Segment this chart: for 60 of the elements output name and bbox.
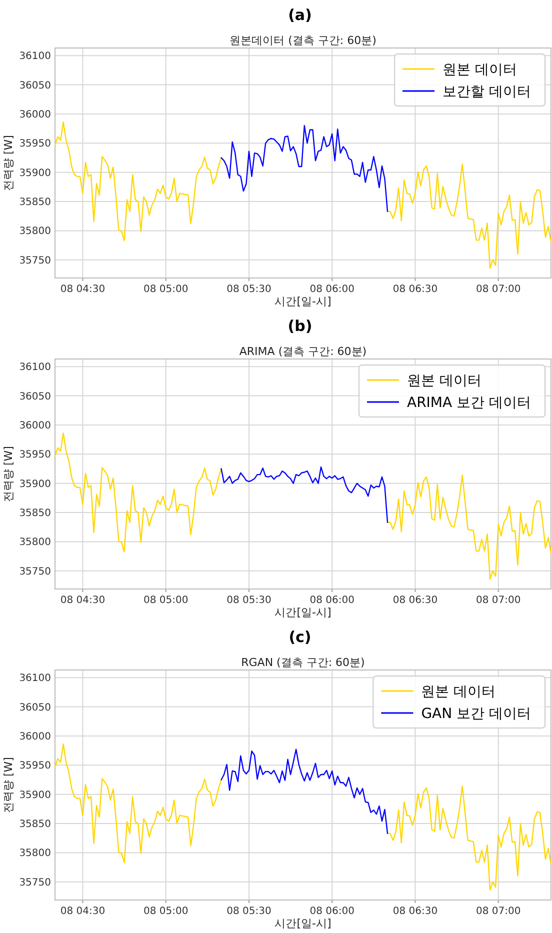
x-axis-title: 시간[일-시] — [274, 917, 332, 930]
chart-title: (a) — [288, 6, 312, 24]
x-tick-label: 08 05:30 — [226, 284, 272, 295]
y-tick-label: 35900 — [19, 790, 51, 801]
y-axis-title: 전력량 [W] — [2, 135, 15, 191]
x-tick-label: 08 05:00 — [143, 284, 188, 295]
y-tick-label: 36050 — [19, 80, 51, 92]
x-axis-title: 시간[일-시] — [274, 606, 332, 619]
x-tick-label: 08 07:00 — [476, 906, 521, 917]
y-tick-label: 35850 — [19, 508, 51, 520]
x-axis-title: 시간[일-시] — [274, 295, 332, 308]
y-axis-title: 전력량 [W] — [2, 757, 15, 813]
y-tick-label: 35800 — [19, 537, 51, 548]
x-tick-label: 08 05:30 — [226, 595, 272, 606]
x-tick-label: 08 06:30 — [392, 595, 438, 606]
y-tick-label: 36000 — [19, 731, 51, 742]
x-tick-label: 08 06:30 — [392, 906, 438, 917]
y-tick-label: 36100 — [19, 673, 51, 684]
legend-label: 보간할 데이터 — [442, 84, 531, 100]
x-tick-label: 08 04:30 — [60, 595, 106, 606]
y-tick-label: 35800 — [19, 226, 51, 238]
legend-label: GAN 보간 데이터 — [421, 706, 531, 722]
y-tick-label: 35950 — [19, 138, 51, 150]
x-tick-label: 08 06:00 — [310, 595, 354, 606]
y-tick-label: 35750 — [19, 566, 51, 578]
y-tick-label: 35950 — [19, 760, 51, 772]
legend-label: ARIMA 보간 데이터 — [407, 395, 531, 411]
x-tick-label: 08 05:00 — [143, 595, 188, 606]
x-tick-label: 08 06:00 — [310, 906, 354, 917]
y-tick-label: 35950 — [19, 450, 51, 461]
y-tick-label: 36100 — [19, 51, 51, 62]
y-tick-label: 36050 — [19, 702, 51, 714]
chart-subtitle: ARIMA (결측 구간: 60분) — [239, 345, 367, 358]
chart-title: (b) — [288, 317, 312, 335]
y-tick-label: 36050 — [19, 391, 51, 402]
y-axis-title: 전력량 [W] — [2, 446, 15, 502]
x-tick-label: 08 04:30 — [60, 906, 106, 917]
legend-label: 원본 데이터 — [407, 373, 482, 389]
legend-label: 원본 데이터 — [421, 684, 496, 700]
x-tick-label: 08 04:30 — [60, 284, 106, 295]
y-tick-label: 35900 — [19, 478, 51, 490]
x-tick-label: 08 05:30 — [226, 906, 272, 917]
chart-title: (c) — [288, 628, 312, 646]
x-tick-label: 08 06:30 — [392, 284, 438, 295]
y-tick-label: 35850 — [19, 819, 51, 830]
y-tick-label: 36000 — [19, 109, 51, 120]
y-tick-label: 36000 — [19, 420, 51, 432]
chart-subtitle: 원본데이터 (결측 구간: 60분) — [230, 34, 376, 47]
x-tick-label: 08 06:00 — [310, 284, 354, 295]
x-tick-label: 08 05:00 — [143, 906, 188, 917]
legend-label: 원본 데이터 — [442, 62, 517, 78]
y-tick-label: 35800 — [19, 848, 51, 860]
y-tick-label: 35850 — [19, 197, 51, 208]
y-tick-label: 35900 — [19, 168, 51, 179]
y-tick-label: 35750 — [19, 877, 51, 888]
x-tick-label: 08 07:00 — [476, 595, 521, 606]
y-tick-label: 35750 — [19, 255, 51, 266]
x-tick-label: 08 07:00 — [476, 284, 521, 295]
chart-subtitle: RGAN (결측 구간: 60분) — [241, 656, 365, 669]
y-tick-label: 36100 — [19, 362, 51, 374]
